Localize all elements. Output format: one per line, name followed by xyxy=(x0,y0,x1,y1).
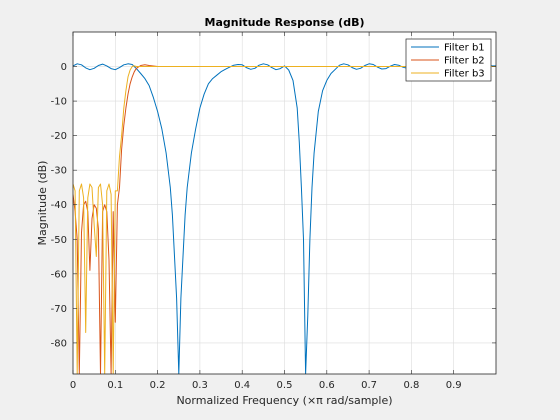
y-tick-label: -40 xyxy=(51,200,67,211)
y-tick-label: -60 xyxy=(51,269,67,280)
x-tick-label: 0.2 xyxy=(150,380,166,391)
y-tick-label: -80 xyxy=(51,338,67,349)
x-tick-label: 0.8 xyxy=(403,380,419,391)
y-tick-label: -50 xyxy=(51,235,67,246)
legend-label: Filter b1 xyxy=(444,43,485,54)
y-axis-label: Magnitude (dB) xyxy=(36,161,49,246)
legend-label: Filter b2 xyxy=(444,56,485,67)
x-tick-label: 0.6 xyxy=(319,380,335,391)
x-tick-label: 0 xyxy=(70,380,76,391)
y-tick-label: -20 xyxy=(51,131,67,142)
chart-title: Magnitude Response (dB) xyxy=(205,16,365,29)
y-tick-label: -10 xyxy=(51,97,67,108)
x-ticks: 0 0.1 0.2 0.3 0.4 0.5 0.6 0.7 0.8 0.9 xyxy=(70,32,462,391)
series-line-3 xyxy=(73,65,496,374)
series-line-1 xyxy=(73,63,496,374)
x-tick-label: 0.1 xyxy=(107,380,123,391)
x-tick-label: 0.3 xyxy=(192,380,208,391)
x-tick-label: 0.4 xyxy=(234,380,250,391)
series-layer xyxy=(73,63,496,374)
legend: Filter b1 Filter b2 Filter b3 xyxy=(405,38,492,82)
legend-label: Filter b3 xyxy=(444,69,485,80)
y-tick-label: -70 xyxy=(51,304,67,315)
series-line-2 xyxy=(73,64,496,374)
y-tick-label: 0 xyxy=(61,62,67,73)
x-tick-label: 0.5 xyxy=(277,380,293,391)
y-tick-label: -30 xyxy=(51,166,67,177)
x-tick-label: 0.9 xyxy=(446,380,462,391)
x-axis-label: Normalized Frequency (×π rad/sample) xyxy=(176,394,392,407)
x-tick-label: 0.7 xyxy=(361,380,377,391)
y-ticks: 0 -10 -20 -30 -40 -50 -60 -70 -80 xyxy=(51,62,496,349)
